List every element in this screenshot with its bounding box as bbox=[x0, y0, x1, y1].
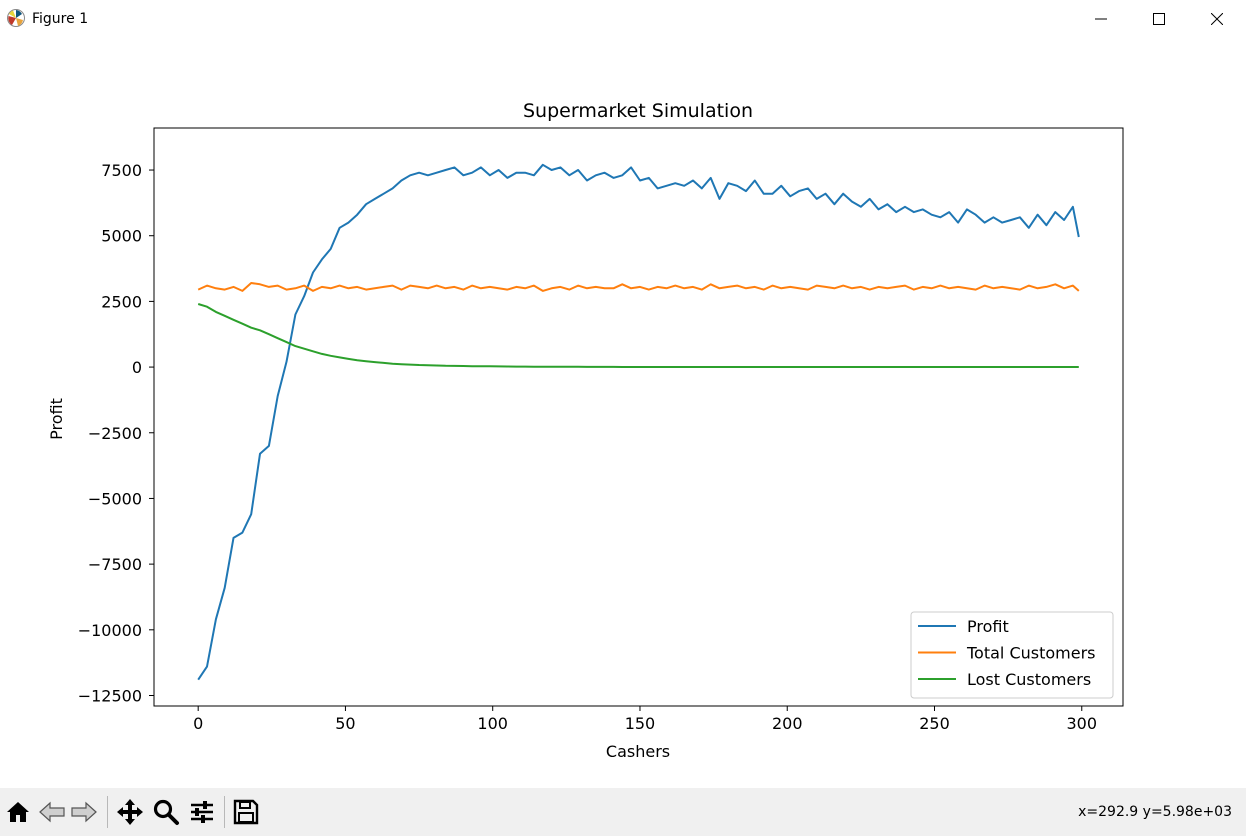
cursor-coordinates: x=292.9 y=5.98e+03 bbox=[1078, 804, 1232, 820]
close-icon bbox=[1211, 13, 1223, 25]
line-chart: Supermarket Simulation 0 50 100 150 200 250 30… bbox=[47, 100, 1124, 761]
window-titlebar: Figure 1 bbox=[0, 0, 1246, 38]
y-tick-label: −12500 bbox=[78, 686, 142, 705]
series-line-lost-customers bbox=[197, 303, 1079, 368]
y-tick-label: 5000 bbox=[101, 227, 142, 246]
x-tick-label: 0 bbox=[193, 714, 203, 733]
series-line-profit bbox=[197, 163, 1080, 681]
toolbar-separator bbox=[224, 796, 225, 828]
save-button[interactable] bbox=[232, 798, 260, 826]
home-icon bbox=[7, 802, 29, 822]
x-tick-label: 300 bbox=[1066, 714, 1097, 733]
series-lines bbox=[197, 163, 1080, 681]
minimize-icon bbox=[1095, 18, 1107, 20]
y-tick-label: 7500 bbox=[101, 161, 142, 180]
close-button[interactable] bbox=[1188, 0, 1246, 38]
matplotlib-logo-icon bbox=[7, 9, 25, 27]
navigation-toolbar: x=292.9 y=5.98e+03 bbox=[0, 788, 1246, 836]
figure-canvas[interactable]: Supermarket Simulation 0 50 100 150 200 250 30… bbox=[0, 38, 1246, 788]
x-tick-label: 200 bbox=[772, 714, 803, 733]
legend-label: Total Customers bbox=[966, 644, 1096, 663]
arrow-left-icon bbox=[39, 801, 65, 823]
y-tick-label: −5000 bbox=[88, 489, 142, 508]
series-line-total-customers bbox=[197, 282, 1080, 292]
y-axis: −12500 −10000 −7500 −5000 −2500 0 2500 5000 7500 bbox=[78, 161, 154, 705]
legend-label: Profit bbox=[967, 617, 1009, 636]
legend: Profit Total Customers Lost Customers bbox=[910, 611, 1114, 699]
y-tick-label: −10000 bbox=[78, 621, 142, 640]
x-axis: 0 50 100 150 200 250 300 bbox=[193, 706, 1097, 733]
sliders-icon bbox=[191, 801, 213, 823]
y-tick-label: 0 bbox=[132, 358, 142, 377]
back-button[interactable] bbox=[38, 798, 66, 826]
zoom-button[interactable] bbox=[152, 798, 180, 826]
x-tick-label: 250 bbox=[919, 714, 950, 733]
arrow-right-icon bbox=[71, 801, 97, 823]
y-tick-label: −2500 bbox=[88, 424, 142, 443]
window-title: Figure 1 bbox=[32, 11, 89, 27]
move-icon bbox=[117, 799, 143, 825]
x-tick-label: 50 bbox=[335, 714, 355, 733]
maximize-icon bbox=[1153, 13, 1165, 25]
legend-box bbox=[910, 611, 1114, 699]
plot-area bbox=[153, 127, 1124, 707]
pan-button[interactable] bbox=[116, 798, 144, 826]
x-tick-label: 100 bbox=[477, 714, 508, 733]
x-axis-label: Cashers bbox=[606, 742, 670, 761]
floppy-disk-icon bbox=[233, 799, 259, 825]
y-tick-label: −7500 bbox=[88, 555, 142, 574]
minimize-button[interactable] bbox=[1072, 0, 1130, 38]
toolbar-separator bbox=[107, 796, 108, 828]
maximize-button[interactable] bbox=[1130, 0, 1188, 38]
legend-label: Lost Customers bbox=[967, 670, 1091, 689]
forward-button[interactable] bbox=[70, 798, 98, 826]
y-axis-label: Profit bbox=[47, 398, 66, 440]
y-tick-label: 2500 bbox=[101, 292, 142, 311]
x-tick-label: 150 bbox=[625, 714, 656, 733]
home-button[interactable] bbox=[4, 798, 32, 826]
configure-subplots-button[interactable] bbox=[188, 798, 216, 826]
chart-title: Supermarket Simulation bbox=[523, 100, 753, 122]
magnifier-icon bbox=[153, 799, 179, 825]
